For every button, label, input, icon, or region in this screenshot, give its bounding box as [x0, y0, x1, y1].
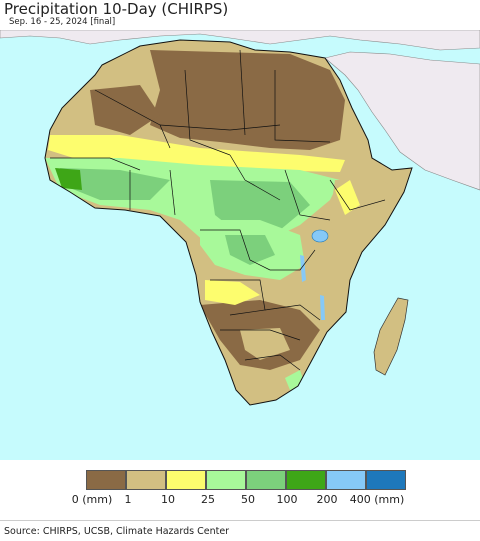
precipitation-map: [0, 29, 480, 460]
legend-tick-10: 10: [161, 493, 175, 506]
legend-tick-200: 200: [316, 493, 338, 506]
legend-swatch-2: [166, 470, 206, 490]
legend-tick-0mm: 0 (mm): [71, 493, 113, 506]
legend-tick-50: 50: [241, 493, 255, 506]
footer: Source: CHIRPS, UCSB, Climate Hazards Ce…: [0, 520, 480, 541]
legend: 0 (mm) 1 10 25 50 100 200 400 (mm): [0, 460, 480, 520]
legend-swatch-5: [286, 470, 326, 490]
map-title: Precipitation 10-Day (CHIRPS): [4, 0, 229, 18]
colorbar: [86, 470, 406, 490]
legend-tick-25: 25: [201, 493, 215, 506]
legend-tick-400mm: 400 (mm): [349, 493, 405, 506]
madagascar: [373, 297, 409, 376]
legend-swatch-6: [326, 470, 366, 490]
middle-east-landmass: [324, 51, 480, 191]
legend-tick-1: 1: [124, 493, 132, 506]
source-credit: Source: CHIRPS, UCSB, Climate Hazards Ce…: [4, 526, 230, 537]
legend-swatch-7: [366, 470, 406, 490]
legend-swatch-0: [86, 470, 126, 490]
legend-tick-100: 100: [276, 493, 298, 506]
africa-coastline: [44, 39, 413, 406]
legend-swatch-3: [206, 470, 246, 490]
europe-landmass: [0, 29, 480, 51]
legend-swatch-4: [246, 470, 286, 490]
map-date-range: Sep. 16 - 25, 2024 [final]: [9, 17, 116, 27]
country-borders: [50, 49, 386, 371]
map-svg: [0, 29, 480, 460]
legend-swatch-1: [126, 470, 166, 490]
map-header: Precipitation 10-Day (CHIRPS) Sep. 16 - …: [0, 0, 480, 30]
